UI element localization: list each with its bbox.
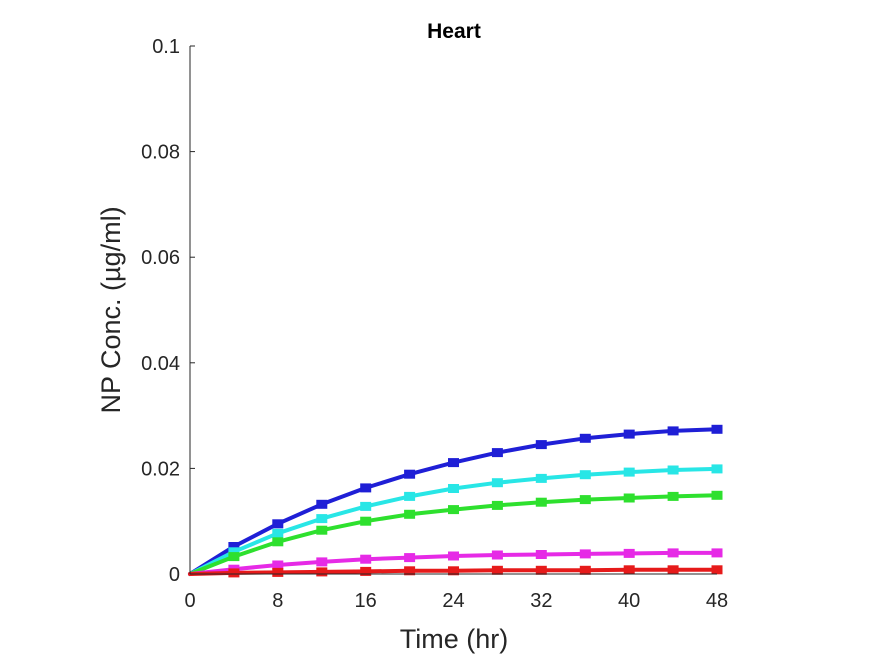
series-1-point — [711, 424, 723, 434]
series-2-point — [535, 473, 547, 483]
x-tick-label: 24 — [442, 590, 464, 612]
y-tick-label: 0.1 — [152, 36, 180, 58]
series-3-point — [491, 500, 503, 510]
series-2-point — [404, 491, 416, 501]
series-2-point — [579, 470, 591, 480]
series-3-point — [272, 537, 284, 547]
series-5-point — [491, 565, 503, 575]
series-5-point — [667, 565, 679, 575]
series-2-point — [711, 464, 723, 474]
y-tick-label: 0.02 — [141, 458, 180, 480]
series-4-point — [667, 548, 679, 558]
series-5-point — [535, 565, 547, 575]
series-1-point — [667, 426, 679, 436]
x-tick-label: 32 — [530, 590, 552, 612]
series-3-point — [404, 509, 416, 519]
series-5-point — [360, 566, 372, 576]
series-3-point — [535, 497, 547, 507]
series-1-point — [623, 429, 635, 439]
series-1-point — [579, 433, 591, 443]
series-4-point — [272, 560, 284, 570]
series-5-point — [711, 565, 723, 575]
series-3-point — [711, 490, 723, 500]
series-3-point — [623, 493, 635, 503]
series-4-point — [491, 550, 503, 560]
series-1-point — [360, 483, 372, 493]
y-tick-label: 0.08 — [141, 142, 180, 164]
series-5-point — [448, 566, 459, 576]
series-2-point — [316, 514, 328, 524]
x-tick-label: 48 — [706, 590, 728, 612]
series-3-point — [579, 495, 591, 505]
series-2-point — [491, 478, 503, 488]
series-3-point — [228, 552, 240, 562]
series-5-point — [272, 567, 284, 577]
series-5-point — [579, 565, 591, 575]
x-tick-label: 40 — [618, 590, 640, 612]
series-3-point — [667, 491, 679, 501]
series-3-point — [360, 516, 372, 526]
series-5-point — [623, 565, 635, 575]
series-5-point — [228, 568, 240, 578]
series-4-point — [711, 548, 723, 558]
series-4-point — [535, 550, 547, 559]
y-tick-label: 0.04 — [141, 353, 180, 375]
x-axis-ticks: 0 8 16 24 32 40 48 — [184, 569, 728, 612]
x-axis-label: Time (hr) — [400, 624, 509, 654]
series-2-point — [667, 465, 679, 475]
series-5-point — [404, 566, 416, 576]
series-2-point — [272, 528, 284, 538]
y-tick-label: 0.06 — [141, 247, 180, 269]
series-2-point — [448, 484, 459, 493]
series-4-point — [404, 553, 416, 563]
series-layer — [188, 424, 723, 578]
series-4-point — [623, 548, 635, 558]
series-1-point — [316, 499, 328, 509]
x-tick-label: 0 — [184, 590, 195, 612]
y-tick-label: 0 — [169, 564, 180, 586]
x-tick-label: 16 — [355, 590, 377, 612]
series-1-point — [491, 448, 503, 458]
y-axis-label: NP Conc. (µg/ml) — [96, 206, 126, 413]
series-3-point — [448, 505, 459, 515]
series-2-point — [360, 501, 372, 511]
series-4-point — [316, 557, 328, 567]
series-1-point — [535, 440, 547, 450]
series-2-point — [623, 467, 635, 477]
series-4-point — [360, 554, 372, 564]
chart-title: Heart — [427, 20, 481, 43]
series-4-point — [579, 549, 591, 559]
x-tick-label: 8 — [272, 590, 283, 612]
series-5-point — [316, 567, 328, 577]
series-1-point — [404, 469, 416, 479]
y-axis-ticks: 0 0.02 0.04 0.06 0.08 0.1 — [141, 36, 195, 586]
series-1-point — [272, 519, 284, 529]
series-3-point — [316, 525, 328, 535]
series-1-point — [448, 458, 459, 468]
series-4-point — [448, 551, 459, 561]
